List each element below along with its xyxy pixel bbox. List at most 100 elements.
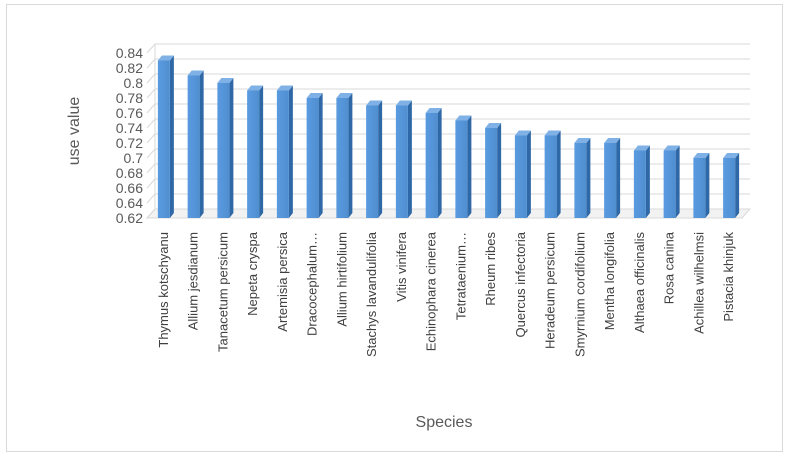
bar-front [157,60,170,218]
gridline [146,103,750,114]
bar-top [425,108,442,113]
bar-top [633,145,650,151]
x-tick-label: Pistacia khinjuk [721,232,736,322]
bar-top [157,55,174,61]
bar-side [169,55,174,218]
chart-frame [6,4,783,452]
bar [425,108,442,218]
bar-front [693,158,706,218]
x-tick-label: Nepeta cryspa [245,231,260,316]
bar [276,85,293,218]
bar-side [586,138,591,218]
x-tick-label: Artemisia persica [275,231,290,331]
bar-side [199,70,204,218]
gridline [146,133,750,144]
x-tick-label: Tanacetum persicum [215,232,230,352]
bar-top [693,153,710,158]
bar [663,145,680,218]
bar-front [187,75,200,218]
bar-side [497,123,502,218]
y-tick-label: 0.78 [116,90,143,106]
x-tick-label: Vitis vinifera [394,231,409,302]
bar-side [526,130,531,218]
x-axis-title: Species [416,414,473,431]
bar-top [247,85,264,91]
bar [604,138,621,218]
bar-top [485,123,502,128]
bar-side [735,153,740,218]
bar-top [276,85,293,91]
bar [485,123,502,218]
bar-side [616,138,621,218]
gridline [146,163,750,174]
bar-front [633,150,646,218]
x-tick-label: Allium jesdianum [186,232,201,330]
bar-side [348,93,353,218]
x-tick-label: Mentha longifolia [602,231,617,330]
bar-front [604,143,617,218]
bar-front [247,90,260,218]
x-tick-label: Althaea officinalis [632,232,647,333]
y-axis-title: use value [66,97,83,166]
bar-top [366,100,383,106]
x-tick-label: Echinophara cinerea [424,231,439,351]
bar [306,93,323,218]
gridline [146,148,750,159]
y-tick-label: 0.66 [116,180,143,196]
y-tick-label: 0.84 [116,45,143,61]
x-tick-label: Rheum ribes [483,232,498,306]
bar-front [425,113,438,218]
bar [336,93,353,218]
bar-side [467,115,472,218]
bar [455,115,472,218]
y-tick-label: 0.62 [116,210,143,226]
x-tick-label: Tetrataenium… [453,232,468,320]
bar-front [366,105,379,218]
bar-side [705,153,710,218]
x-tick-label: Stachys lavandulifolia [364,231,379,357]
bar-front [455,120,468,218]
bar-side [378,100,383,218]
y-tick-label: 0.82 [116,60,143,76]
bar-front [544,135,557,218]
bar [723,153,740,218]
bar-top [395,100,412,106]
bar [514,130,531,218]
bar [395,100,412,218]
bar-top [217,78,234,83]
bar-front [663,150,676,218]
bar [247,85,264,218]
y-tick-label: 0.8 [124,75,144,91]
y-tick-label: 0.64 [116,195,143,211]
bar-side [675,145,680,218]
bar-side [318,93,323,218]
bar-top [544,130,561,136]
bar [187,70,204,218]
bar-side [437,108,442,218]
chart-floor [145,208,752,219]
bar-front [395,105,408,218]
bar-side [556,130,561,218]
bar-side [259,85,264,218]
gridline [146,58,750,69]
bar-side [229,78,234,218]
y-tick-label: 0.76 [116,105,143,121]
y-tick-label: 0.72 [116,135,143,151]
bar [544,130,561,218]
gridline [146,118,750,129]
gridlines [146,43,750,219]
x-tick-label: Heradeum persicum [543,232,558,349]
bar-front [276,90,289,218]
bar-top [336,93,353,98]
bar-top [604,138,621,143]
y-tick-label: 0.7 [124,150,144,166]
x-tick-labels: Thymus kotschyanu Allium jesdianum Tanacet… [156,231,736,357]
bar [217,78,234,218]
bar-side [407,100,412,218]
gridline [146,178,750,189]
x-tick-label: Dracocephalum… [305,232,320,336]
bar-top [187,70,204,76]
bar [574,138,591,218]
x-tick-label: Smyrnium cordifolium [572,232,587,357]
